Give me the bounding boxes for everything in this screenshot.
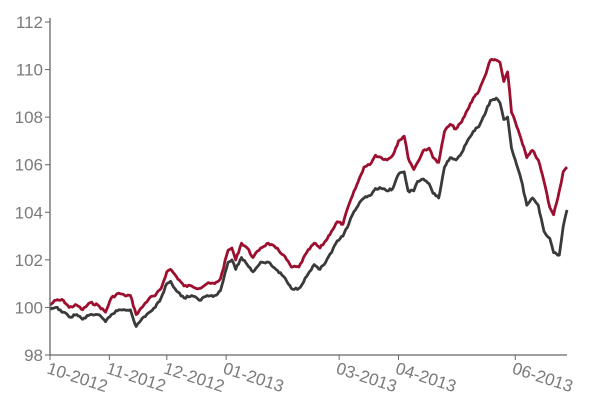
y-tick-label: 110 [16, 61, 43, 80]
x-tick-label: 10-2012 [45, 359, 110, 396]
x-tick-label: 03-2013 [334, 359, 399, 396]
x-tick-label: 01-2013 [221, 359, 286, 396]
y-tick-label: 104 [15, 203, 43, 222]
y-tick-label: 100 [15, 298, 43, 317]
x-tick-label: 04-2013 [393, 359, 458, 396]
series-line-1 [49, 57, 569, 316]
y-tick-label: 98 [24, 346, 43, 365]
y-tick-label: 106 [15, 156, 43, 175]
y-tick-label: 108 [15, 108, 43, 127]
y-tick-label: 102 [15, 251, 43, 270]
y-tick-label: 112 [16, 13, 43, 32]
series-lines [48, 57, 569, 328]
x-tick-label: 11-2012 [104, 359, 168, 396]
x-tick-label: 12-2012 [162, 359, 227, 396]
series-line-2 [48, 96, 569, 328]
x-tick-label: 06-2013 [510, 359, 575, 396]
y-axis-ticks: 98 100 102 104 106 108 110 112 [15, 13, 50, 365]
